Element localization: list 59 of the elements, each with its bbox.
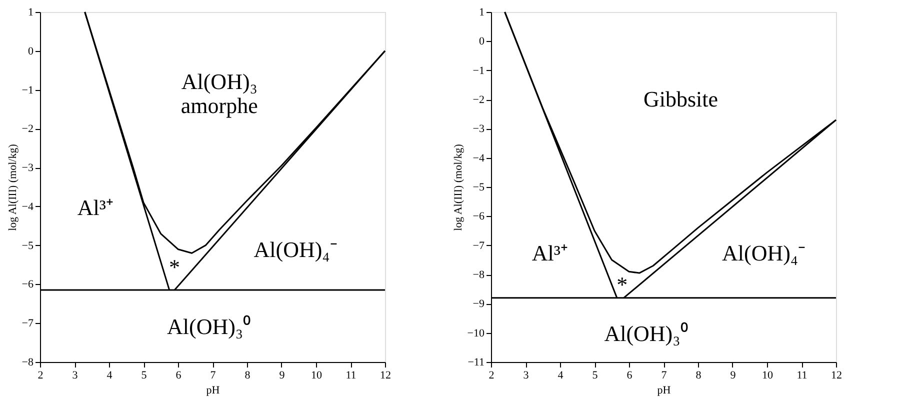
x-tick-label: 4 (106, 370, 113, 382)
x-tick-label: 12 (831, 370, 842, 382)
y-tick-label: −1 (472, 64, 484, 77)
y-tick-label: −4 (472, 152, 485, 164)
y-tick-label: −1 (22, 84, 34, 96)
x-tick-label: 2 (488, 370, 494, 382)
x-tick-label: 6 (626, 370, 633, 382)
x-tick-label: 2 (38, 370, 44, 382)
y-tick-label: −3 (472, 123, 485, 136)
x-axis-title: pH (206, 384, 220, 396)
annotation: Al(OH)₃⁰ (604, 321, 688, 346)
y-tick-label: −4 (22, 200, 34, 213)
annotation: Al(OH)₃ amorphe (180, 69, 258, 118)
x-tick-label: 7 (210, 370, 216, 382)
annotation: Al(OH)₄⁻ (254, 237, 337, 262)
x-tick-label: 10 (311, 370, 322, 382)
x-tick-label: 11 (346, 370, 356, 382)
y-tick-label: 1 (479, 6, 484, 18)
x-tick-label: 8 (696, 370, 702, 382)
x-axis-title: pH (657, 384, 671, 396)
y-tick-label: −10 (467, 327, 485, 340)
x-tick-label: 10 (762, 370, 774, 382)
y-tick-label: −9 (472, 298, 485, 310)
y-tick-label: −8 (472, 269, 485, 281)
y-tick-label: 0 (479, 36, 485, 48)
annotation: Al(OH)₃⁰ (166, 314, 252, 339)
y-tick-label: −3 (22, 162, 34, 174)
annotation: Gibbsite (643, 86, 718, 112)
y-tick-label: −11 (468, 356, 484, 368)
y-tick-label: −6 (472, 210, 485, 223)
annotation: Al³⁺ (532, 240, 568, 266)
y-tick-label: −8 (22, 356, 34, 368)
x-tick-label: 3 (523, 370, 530, 382)
y-axis-title: log Al(III) (mol/kg) (6, 144, 19, 231)
x-tick-label: 5 (141, 370, 148, 382)
annotation: * (616, 272, 628, 297)
annotation: Al(OH)₄⁻ (722, 240, 806, 266)
x-tick-label: 6 (176, 370, 182, 382)
y-tick-label: −7 (472, 240, 485, 252)
annotation: Al³⁺ (77, 195, 114, 220)
y-tick-label: 1 (28, 6, 34, 18)
x-tick-label: 12 (380, 370, 391, 382)
y-axis-title: log Al(III) (mol/kg) (452, 144, 464, 231)
x-tick-label: 3 (72, 370, 78, 382)
y-tick-label: −2 (22, 123, 34, 136)
x-tick-label: 11 (796, 370, 808, 382)
y-tick-label: 0 (28, 45, 34, 58)
annotation: * (169, 254, 180, 280)
x-tick-label: 9 (730, 370, 736, 382)
x-tick-label: 4 (558, 370, 564, 382)
y-tick-label: −6 (22, 278, 34, 291)
x-tick-label: 8 (244, 370, 251, 382)
y-tick-label: −2 (472, 94, 484, 106)
y-tick-label: −5 (22, 240, 34, 252)
y-tick-label: −5 (472, 182, 485, 194)
y-tick-label: −7 (22, 318, 34, 330)
x-tick-label: 7 (661, 370, 668, 382)
x-tick-label: 5 (592, 370, 598, 382)
x-tick-label: 9 (279, 370, 286, 382)
